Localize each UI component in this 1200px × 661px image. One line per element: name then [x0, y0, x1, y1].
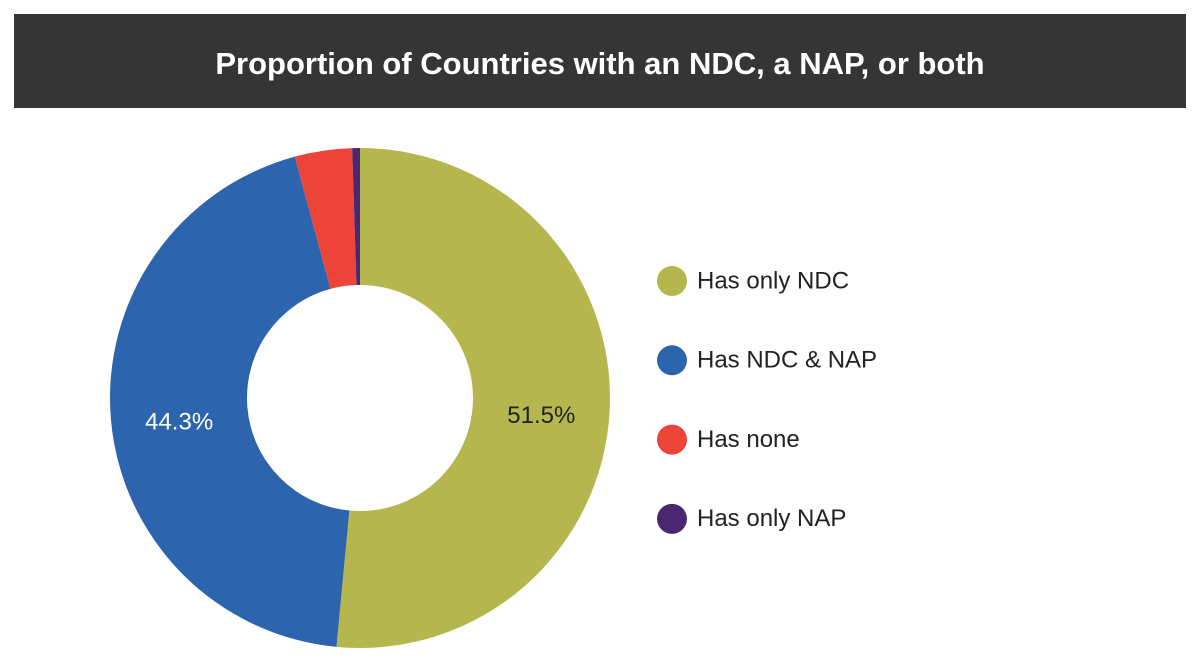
- donut-slice: [294, 148, 357, 289]
- data-label: 44.3%: [145, 409, 213, 436]
- legend-label: Has only NAP: [697, 505, 846, 532]
- legend-swatch: [657, 266, 687, 296]
- data-label: 51.5%: [507, 402, 575, 429]
- chart-title: Proportion of Countries with an NDC, a N…: [215, 46, 984, 81]
- legend-label: Has NDC & NAP: [697, 347, 877, 374]
- legend-swatch: [657, 503, 687, 534]
- legend-label: Has none: [697, 426, 800, 453]
- legend-swatch: [657, 345, 687, 376]
- title-bar: [14, 14, 1186, 108]
- donut-slice: [336, 148, 610, 648]
- donut-slice: [352, 148, 360, 286]
- legend-label: Has only NDC: [697, 267, 849, 294]
- legend-swatch: [657, 424, 687, 455]
- donut-slice: [109, 156, 350, 647]
